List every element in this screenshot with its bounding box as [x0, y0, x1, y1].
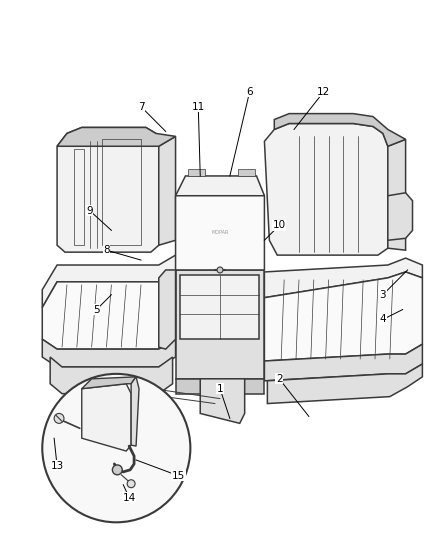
Text: 5: 5 — [93, 304, 100, 314]
Text: 10: 10 — [273, 221, 286, 230]
Polygon shape — [159, 270, 176, 349]
Polygon shape — [176, 379, 265, 394]
Text: 3: 3 — [380, 290, 386, 300]
Text: 7: 7 — [138, 102, 144, 112]
Polygon shape — [238, 169, 254, 176]
Polygon shape — [42, 255, 205, 308]
Polygon shape — [265, 344, 422, 381]
Circle shape — [217, 267, 223, 273]
Polygon shape — [188, 169, 205, 176]
Text: MOPAR: MOPAR — [211, 230, 229, 235]
Text: 1: 1 — [217, 384, 223, 394]
Text: 12: 12 — [317, 87, 330, 97]
Text: 6: 6 — [246, 87, 253, 97]
Polygon shape — [82, 377, 136, 389]
Polygon shape — [82, 384, 131, 451]
Polygon shape — [200, 379, 245, 423]
Polygon shape — [267, 364, 422, 403]
Circle shape — [127, 480, 135, 488]
Polygon shape — [42, 272, 176, 349]
Polygon shape — [265, 258, 422, 297]
Text: 9: 9 — [86, 206, 93, 215]
Circle shape — [54, 414, 64, 423]
Text: 2: 2 — [276, 374, 283, 384]
Polygon shape — [42, 339, 176, 367]
Polygon shape — [50, 357, 173, 394]
Text: 15: 15 — [172, 471, 185, 481]
Polygon shape — [176, 176, 265, 196]
Polygon shape — [180, 275, 259, 339]
Polygon shape — [265, 272, 422, 361]
Polygon shape — [159, 136, 176, 245]
Circle shape — [42, 374, 191, 522]
Polygon shape — [274, 114, 406, 146]
Polygon shape — [57, 127, 176, 146]
Polygon shape — [388, 193, 413, 240]
Polygon shape — [131, 377, 139, 446]
Text: 13: 13 — [50, 461, 64, 471]
Text: 11: 11 — [192, 102, 205, 112]
Circle shape — [113, 465, 122, 475]
Polygon shape — [265, 124, 388, 255]
Text: 4: 4 — [380, 314, 386, 325]
Polygon shape — [176, 270, 265, 379]
Text: 14: 14 — [123, 492, 136, 503]
Text: 8: 8 — [103, 245, 110, 255]
Polygon shape — [388, 139, 406, 250]
Polygon shape — [176, 183, 265, 270]
Polygon shape — [57, 127, 159, 252]
